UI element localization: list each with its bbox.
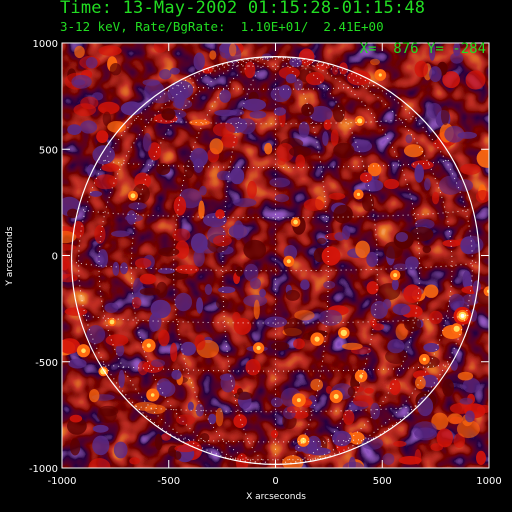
x-tick-label: 0 [272, 476, 278, 487]
x-tick-label: 1000 [476, 476, 501, 487]
y-tick-label: 0 [52, 252, 58, 263]
heliographic-grid [71, 56, 480, 465]
emission-image [62, 43, 489, 468]
energy-rate-line: 3-12 keV, Rate/BgRate: 1.10E+01/ 2.41E+0… [60, 19, 384, 34]
cursor-coordinate-readout: X= 876 Y= -284 [359, 41, 486, 57]
x-axis-title: X arcseconds [246, 492, 306, 502]
y-tick-label: 1000 [33, 39, 58, 50]
y-tick-label: 500 [39, 145, 58, 156]
x-tick-label: 500 [373, 476, 392, 487]
axis-ticks [61, 42, 490, 469]
y-tick-label: -1000 [29, 464, 58, 475]
time-title: Time: 13-May-2002 01:15:28-01:15:48 [60, 0, 426, 18]
y-tick-label: -500 [35, 358, 58, 369]
x-tick-label: -500 [157, 476, 180, 487]
x-tick-label: -1000 [47, 476, 76, 487]
hot-spot-layer [62, 43, 489, 468]
axis-tick-labels: -1000 -500 0 500 1000 1000 500 0 -500 -1000 [29, 39, 502, 487]
y-axis-title: Y arcseconds [5, 226, 15, 286]
